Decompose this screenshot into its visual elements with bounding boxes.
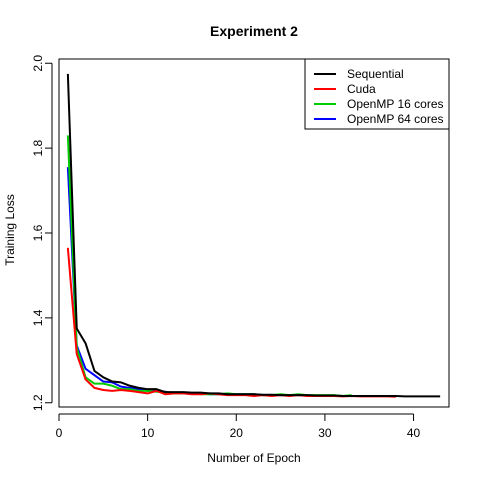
legend-label: Sequential bbox=[347, 67, 404, 81]
x-tick-label: 20 bbox=[230, 426, 244, 440]
x-tick-label: 0 bbox=[56, 426, 63, 440]
y-tick-label: 1.4 bbox=[31, 309, 45, 326]
y-tick-label: 1.6 bbox=[31, 224, 45, 241]
legend-label: OpenMP 16 cores bbox=[347, 97, 444, 111]
x-tick-label: 40 bbox=[407, 426, 421, 440]
legend-label: OpenMP 64 cores bbox=[347, 112, 444, 126]
legend-label: Cuda bbox=[347, 82, 376, 96]
x-tick-label: 10 bbox=[141, 426, 155, 440]
y-tick-label: 1.2 bbox=[31, 394, 45, 411]
y-axis-label: Training Loss bbox=[3, 194, 17, 266]
chart-title: Experiment 2 bbox=[210, 23, 298, 39]
y-tick-label: 1.8 bbox=[31, 139, 45, 156]
y-tick-label: 2.0 bbox=[31, 55, 45, 72]
x-tick-label: 30 bbox=[318, 426, 332, 440]
x-axis-label: Number of Epoch bbox=[207, 451, 300, 465]
